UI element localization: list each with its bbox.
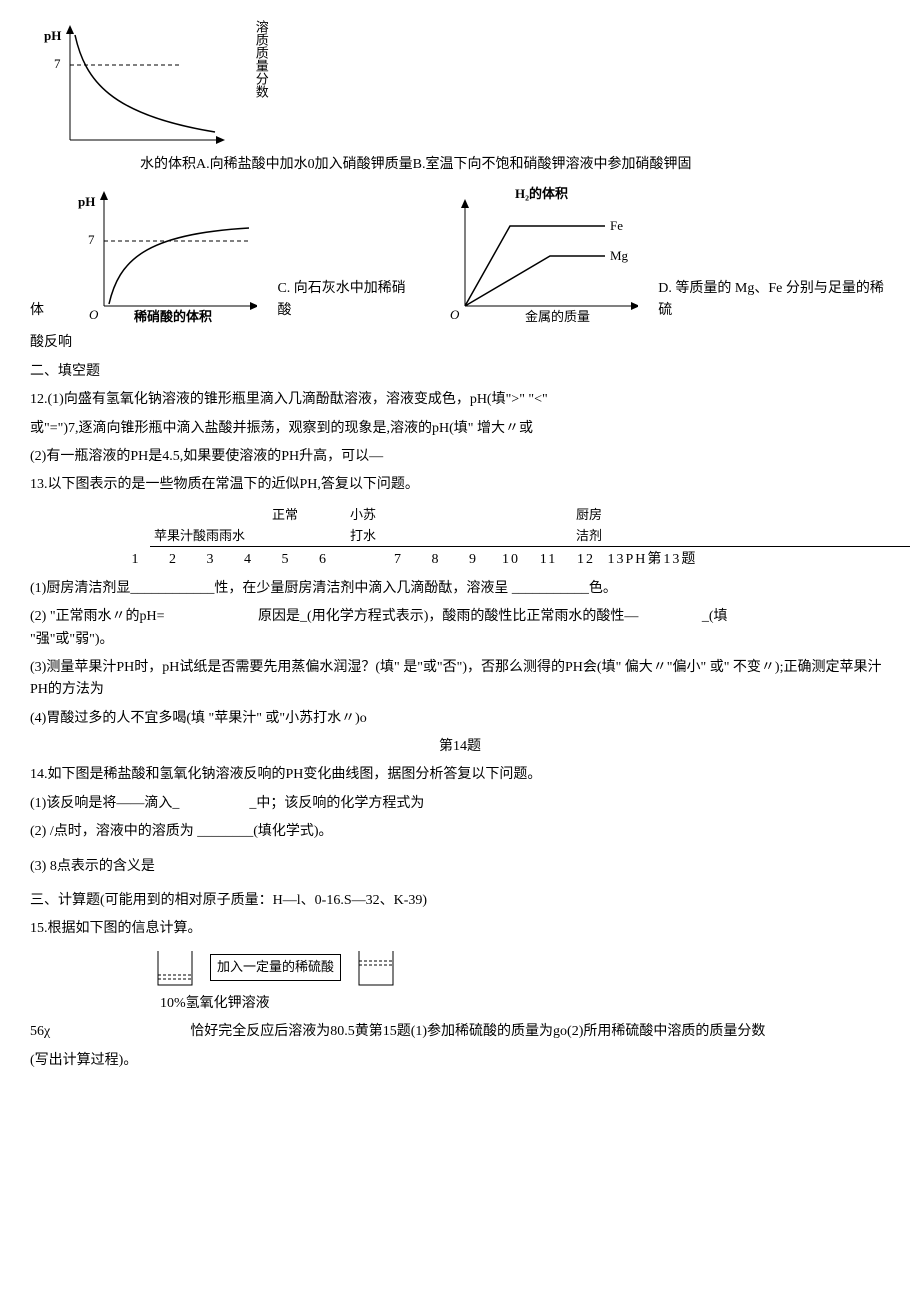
section-3-title: 三、计算题(可能用到的相对原子质量：H―l、0-16.S―32、K-39)	[30, 890, 890, 912]
q14-2: (2) /点时，溶液中的溶质为 ________(填化学式)。	[30, 821, 890, 843]
chart-d-svg: H₂的体积 Fe Mg O 金属的质量	[435, 186, 638, 326]
chart-c-ylabel: pH	[78, 194, 95, 209]
chart-d-fe: Fe	[610, 218, 623, 233]
beaker-right-icon	[351, 947, 401, 989]
chart-a-ytick: 7	[54, 56, 61, 71]
q13-intro: 13.以下图表示的是一些物质在常温下的近似PH,答复以下问题。	[30, 474, 890, 496]
q14-1: (1)该反响是将――滴入_ _中；该反响的化学方程式为	[30, 793, 890, 815]
q13-2: (2) "正常雨水〃的pH= 原因是_(用化学方程式表示)，酸雨的酸性比正常雨水…	[30, 606, 890, 651]
chart-a-right-label: 溶质质量分数	[250, 20, 271, 98]
q14-title: 第14题	[30, 736, 890, 758]
chart-a-ylabel: pH	[44, 28, 61, 43]
left-suffix: 酸反响	[30, 332, 890, 354]
q14-intro: 14.如下图是稀盐酸和氢氧化钠溶液反响的PH变化曲线图，据图分析答复以下问题。	[30, 764, 890, 786]
chart-d-top: H₂的体积	[515, 186, 568, 201]
q12-line2: 或"=")7,逐滴向锥形瓶中滴入盐酸并振荡，观察到的现象是,溶液的pH(填" 增…	[30, 418, 890, 440]
q13-3: (3)测量苹果汁PH时，pH试纸是否需要先用蒸偏水润湿？(填" 是"或"否")，…	[30, 657, 890, 702]
ph-col-2b: 打水	[346, 526, 444, 547]
q15-intro: 15.根据如下图的信息计算。	[30, 918, 890, 940]
left-prefix: 体	[30, 300, 44, 322]
q15-line: 56χ 恰好完全反应后溶液为80.5黄第15题(1)参加稀硫酸的质量为go(2)…	[30, 1021, 890, 1043]
chart-c-xlabel: 稀硝酸的体积	[134, 309, 212, 324]
chart-c-caption: C. 向石灰水中加稀硝酸	[277, 278, 415, 323]
chart-cd-row: 体 pH 7 O 稀硝酸的体积 C. 向石灰水中加稀硝酸 H₂的体积 Fe Mg…	[30, 186, 890, 326]
ph-col-3b: 洁剂	[572, 526, 910, 547]
chart-c-svg: pH 7 O 稀硝酸的体积	[64, 186, 257, 326]
chart-d-caption: D. 等质量的 Mg、Fe 分别与足量的稀硫	[658, 278, 890, 323]
chart-d-xlabel: 金属的质量	[525, 309, 590, 324]
chart-c-origin: O	[89, 307, 99, 322]
ph-col-0b: 苹果汁酸雨雨水	[150, 526, 268, 547]
beaker-left-icon	[150, 947, 200, 989]
chart-a-svg: pH 7	[30, 20, 230, 150]
chart-a-row: pH 7 溶质质量分数	[30, 20, 890, 150]
q13-1: (1)厨房清洁剂显____________性，在少量厨房清洁剂中滴入几滴酚酞，溶…	[30, 578, 890, 600]
ph-label-table: 正常 小苏 厨房 苹果汁酸雨雨水 打水 洁剂	[150, 505, 910, 548]
q15-line2: (写出计算过程)。	[30, 1050, 890, 1072]
chart-d-origin: O	[450, 307, 460, 322]
beaker-row: 加入一定量的稀硫酸	[150, 947, 890, 989]
beaker-mid-label: 加入一定量的稀硫酸	[210, 954, 341, 981]
q12-line3: (2)有一瓶溶液的PH是4.5,如果要使溶液的PH升高，可以―	[30, 446, 890, 468]
q14-3: (3) 8点表示的含义是	[30, 856, 890, 878]
ph-col-1a: 正常	[268, 505, 346, 526]
q13-4: (4)胃酸过多的人不宜多喝(填 "苹果汁" 或"小苏打水〃)o	[30, 708, 890, 730]
ph-col-3a: 厨房	[572, 505, 910, 526]
section-2-title: 二、填空题	[30, 361, 890, 383]
q12-line1: 12.(1)向盛有氢氧化钠溶液的锥形瓶里滴入几滴酚酞溶液，溶液变成色，pH(填"…	[30, 389, 890, 411]
beaker-bottom-label: 10%氢氧化钾溶液	[160, 993, 890, 1015]
ph-number-line: 1 2 3 4 5 6 7 8 9 10 11 12 13PH第13题	[120, 549, 890, 571]
ph-col-2a: 小苏	[346, 505, 444, 526]
caption-1: 水的体积A.向稀盐酸中加水0加入硝酸钾质量B.室温下向不饱和硝酸钾溶液中参加硝酸…	[30, 154, 890, 176]
chart-c-ytick: 7	[88, 232, 95, 247]
chart-d-mg: Mg	[610, 248, 629, 263]
